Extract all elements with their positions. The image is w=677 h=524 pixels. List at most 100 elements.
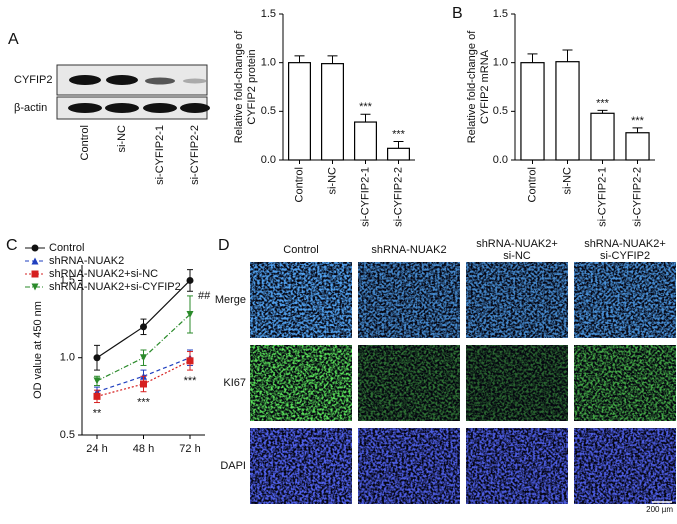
point	[140, 354, 147, 362]
legend-marker	[31, 270, 39, 278]
panel-letter: B	[452, 5, 463, 22]
lane-label: Control	[79, 125, 91, 160]
y-tick-label: 1.0	[493, 57, 508, 69]
band	[69, 75, 101, 85]
blot: CYFIP2 β-actin	[14, 64, 210, 120]
band	[183, 78, 207, 84]
band	[180, 103, 210, 113]
column-label: shRNA-NUAK2+	[476, 238, 558, 250]
band	[105, 103, 139, 113]
bar	[288, 62, 311, 161]
bar	[520, 62, 545, 161]
legend-label: shRNA-NUAK2	[49, 255, 124, 267]
significance: **	[93, 407, 102, 419]
bar	[354, 121, 377, 161]
micrograph-signal	[466, 262, 568, 338]
scale-bar-label: 200 µm	[646, 505, 673, 514]
micrograph-signal	[250, 262, 352, 338]
column-label: shRNA-NUAK2	[371, 244, 446, 256]
significance: ***	[137, 397, 151, 409]
y-axis-label: CYFIP2 protein	[246, 49, 258, 124]
micrograph-signal	[466, 345, 568, 421]
significance: ***	[631, 115, 645, 127]
x-tick-label: 24 h	[86, 443, 107, 455]
y-tick-label: 1.5	[60, 274, 75, 286]
row-label: Merge	[215, 294, 246, 306]
y-tick-label: 0.0	[261, 154, 276, 166]
x-tick-label: Control	[293, 167, 305, 202]
blot-label: β-actin	[14, 102, 47, 114]
legend-marker	[31, 283, 39, 291]
x-tick-label: si-CYFIP2-2	[392, 167, 404, 227]
micrograph-signal	[358, 345, 460, 421]
micrograph-signal	[574, 428, 676, 504]
point	[140, 323, 147, 331]
legend-marker	[31, 257, 39, 265]
significance: ***	[596, 97, 610, 109]
bar	[590, 112, 615, 161]
column-label: si-CYFIP2	[600, 250, 650, 262]
y-tick-label: 1.5	[261, 8, 276, 20]
y-tick-label: 0.5	[261, 105, 276, 117]
blot-label: CYFIP2	[14, 74, 53, 86]
micrograph-signal	[250, 345, 352, 421]
column-label: si-NC	[503, 250, 531, 262]
column-label: shRNA-NUAK2+	[584, 238, 666, 250]
y-tick-label: 1.5	[493, 8, 508, 20]
micrograph-signal	[358, 428, 460, 504]
band	[145, 77, 175, 85]
lane-label: si-NC	[116, 125, 128, 153]
micrograph-signal	[250, 428, 352, 504]
point	[93, 377, 101, 385]
x-tick-label: si-CYFIP2-1	[359, 167, 371, 227]
point	[186, 276, 194, 284]
y-axis-label: CYFIP2 mRNA	[479, 49, 491, 124]
point	[186, 357, 194, 365]
y-axis-label: Relative fold-change of	[466, 30, 478, 143]
lane-label: si-CYFIP2-2	[189, 125, 201, 185]
row-label: KI67	[223, 377, 246, 389]
column-label: Control	[283, 244, 318, 256]
x-tick-label: Control	[526, 167, 538, 202]
panel-letter: C	[6, 237, 18, 254]
micrograph-signal	[574, 345, 676, 421]
x-tick-label: si-CYFIP2-1	[596, 167, 608, 227]
x-tick-label: 72 h	[179, 443, 200, 455]
lane-label: si-CYFIP2-1	[154, 125, 166, 185]
panel-letter: A	[8, 31, 19, 48]
point	[186, 310, 194, 318]
y-axis-label: Relative fold-change of	[233, 30, 245, 143]
micrograph-signal	[574, 262, 676, 338]
significance: ##	[198, 290, 211, 302]
y-tick-label: 0.0	[493, 154, 508, 166]
band	[106, 75, 138, 85]
band	[143, 103, 177, 113]
x-tick-label: si-NC	[561, 167, 573, 195]
y-tick-label: 1.0	[60, 352, 75, 364]
bar	[321, 63, 344, 161]
row-label: DAPI	[220, 460, 246, 472]
point	[140, 380, 147, 388]
legend-marker	[31, 244, 39, 252]
x-tick-label: si-NC	[326, 167, 338, 195]
x-tick-label: 48 h	[133, 443, 154, 455]
bar	[625, 132, 650, 161]
band	[68, 103, 102, 113]
y-tick-label: 0.5	[493, 105, 508, 117]
bar	[555, 61, 580, 161]
y-axis-label: OD value at 450 nm	[32, 301, 44, 399]
micrograph-signal	[358, 262, 460, 338]
bar	[387, 147, 410, 161]
point	[93, 392, 101, 400]
legend-label: shRNA-NUAK2+si-NC	[49, 268, 158, 280]
significance: ***	[359, 101, 373, 113]
significance: ***	[184, 375, 198, 387]
panel-letter: D	[218, 237, 230, 254]
point	[93, 354, 101, 362]
significance: ***	[392, 128, 406, 140]
legend-label: Control	[49, 242, 84, 254]
legend-label: shRNA-NUAK2+si-CYFIP2	[49, 281, 181, 293]
micrograph-signal	[466, 428, 568, 504]
